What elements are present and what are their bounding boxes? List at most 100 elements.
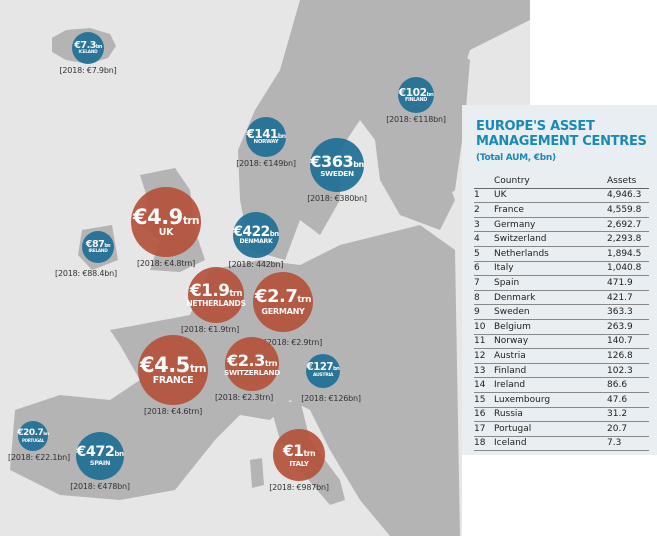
white-corner (530, 0, 657, 105)
bubble-unit: trn (229, 288, 242, 299)
bubble-value: €87 (85, 238, 105, 250)
prior-year-label: [2018: €118bn] (386, 115, 446, 124)
bubble-unit: trn (189, 363, 207, 376)
assets: 363.3 (607, 304, 649, 320)
rank: 12 (474, 348, 494, 364)
table-row: 14 Ireland 86.6 (474, 377, 649, 393)
country: Sweden (494, 304, 607, 320)
assets: 1,894.5 (607, 246, 649, 262)
bubble-country: UK (158, 227, 174, 239)
country: Norway (494, 334, 607, 350)
bubble-country: Austria (312, 372, 334, 378)
country: Russia (494, 407, 607, 423)
table-row: 7 Spain 471.9 (474, 275, 649, 291)
assets: 47.6 (607, 392, 649, 408)
prior-year-label: [2018: €1.9trn] (180, 325, 240, 334)
table-row: 5 Netherlands 1,894.5 (474, 246, 649, 262)
bubble-country: Germany (261, 306, 305, 317)
bubble-finland: €102bn Finland (398, 77, 434, 113)
assets: 4,946.3 (607, 188, 649, 204)
bubble-unit: bn (95, 44, 102, 50)
bubble-value: €2.3 (226, 350, 265, 370)
bubble-value: €363 (310, 151, 354, 171)
table-header: Country Assets (474, 174, 649, 189)
col-country: Country (494, 174, 607, 189)
bubble-country: Netherlands (186, 298, 246, 308)
bubble-unit: bn (353, 158, 364, 169)
prior-year-label: [2018: €2.3trn] (214, 393, 274, 402)
rank: 5 (474, 246, 494, 262)
bubble-unit: bn (277, 132, 286, 140)
table-row: 10 Belgium 263.9 (474, 319, 649, 335)
country: Finland (494, 363, 607, 379)
bubble-value: €422 (233, 223, 270, 240)
prior-year-label: [2018: €2.9trn] (263, 338, 323, 347)
table-row: 8 Denmark 421.7 (474, 290, 649, 306)
rank: 8 (474, 290, 494, 306)
bubble-norway: €141bn Norway (246, 117, 286, 157)
country: Ireland (494, 377, 607, 393)
rank: 9 (474, 304, 494, 320)
country: Spain (494, 275, 607, 291)
bubble-austria: €127bn Austria (306, 354, 340, 388)
bubble-uk: €4.9trn UK (131, 187, 201, 257)
rank: 7 (474, 275, 494, 291)
prior-year-label: [2018: €7.9bn] (59, 66, 117, 75)
assets: 86.6 (607, 377, 649, 393)
rank: 13 (474, 363, 494, 379)
bubble-value: €141 (246, 126, 279, 141)
table-row: 17 Portugal 20.7 (474, 421, 649, 437)
ranking-table: Country Assets 1 UK 4,946.3 2 France 4,559.8 3 G… (474, 174, 649, 452)
bubble-value: €7.3 (74, 39, 96, 51)
table-row: 9 Sweden 363.3 (474, 304, 649, 320)
bubble-unit: trn (182, 215, 200, 228)
bubble-value: €4.5 (139, 353, 190, 378)
assets: 421.7 (607, 290, 649, 306)
bubble-value: €1.9 (189, 280, 230, 301)
white-bottom (462, 455, 657, 536)
country: Denmark (494, 290, 607, 306)
prior-year-label: [2018: €4.6trn] (143, 407, 203, 416)
country: Germany (494, 217, 607, 233)
rank: 3 (474, 217, 494, 233)
country: Iceland (494, 436, 607, 452)
prior-year-label: [2018: €380bn] (307, 194, 367, 203)
table-row: 6 Italy 1,040.8 (474, 261, 649, 277)
country: Netherlands (494, 246, 607, 262)
table-row: 3 Germany 2,692.7 (474, 217, 649, 233)
bubble-netherlands: €1.9trn Netherlands (186, 267, 246, 323)
bubble-france: €4.5trn France (138, 335, 208, 405)
bubble-country: Norway (253, 139, 279, 146)
country: Luxembourg (494, 392, 607, 408)
table-row: 2 France 4,559.8 (474, 202, 649, 218)
rank: 4 (474, 231, 494, 247)
bubble-unit: trn (303, 449, 316, 459)
rank: 15 (474, 392, 494, 408)
bubble-country: Spain (89, 459, 111, 468)
rank: 1 (474, 188, 494, 204)
table-row: 13 Finland 102.3 (474, 363, 649, 379)
country: Switzerland (494, 231, 607, 247)
panel-title: EUROPE'S ASSET MANAGEMENT CENTRES (Total… (476, 119, 657, 166)
bubble-unit: bn (269, 229, 279, 238)
bubble-unit: bn (333, 366, 340, 373)
bubble-unit: trn (264, 357, 278, 368)
rank: 2 (474, 202, 494, 218)
country: Italy (494, 261, 607, 277)
rank: 11 (474, 334, 494, 350)
assets: 471.9 (607, 275, 649, 291)
bubble-unit: trn (297, 295, 312, 306)
prior-year-label: [2018: €126bn] (301, 394, 361, 403)
bubble-switzerland: €2.3trn Switzerland (224, 337, 280, 391)
country: Portugal (494, 421, 607, 437)
rank: 17 (474, 421, 494, 437)
assets: 2,692.7 (607, 217, 649, 233)
bubble-portugal: €20.7bn Portugal (17, 421, 49, 451)
bubble-value: €20.7 (17, 428, 44, 439)
prior-year-label: [2018: €987bn] (269, 483, 329, 492)
bubble-country: France (152, 375, 194, 387)
rank: 18 (474, 436, 494, 452)
assets: 102.3 (607, 363, 649, 379)
bubble-country: Finland (404, 97, 428, 104)
prior-year-label: [2018: €88.4bn] (55, 269, 117, 278)
